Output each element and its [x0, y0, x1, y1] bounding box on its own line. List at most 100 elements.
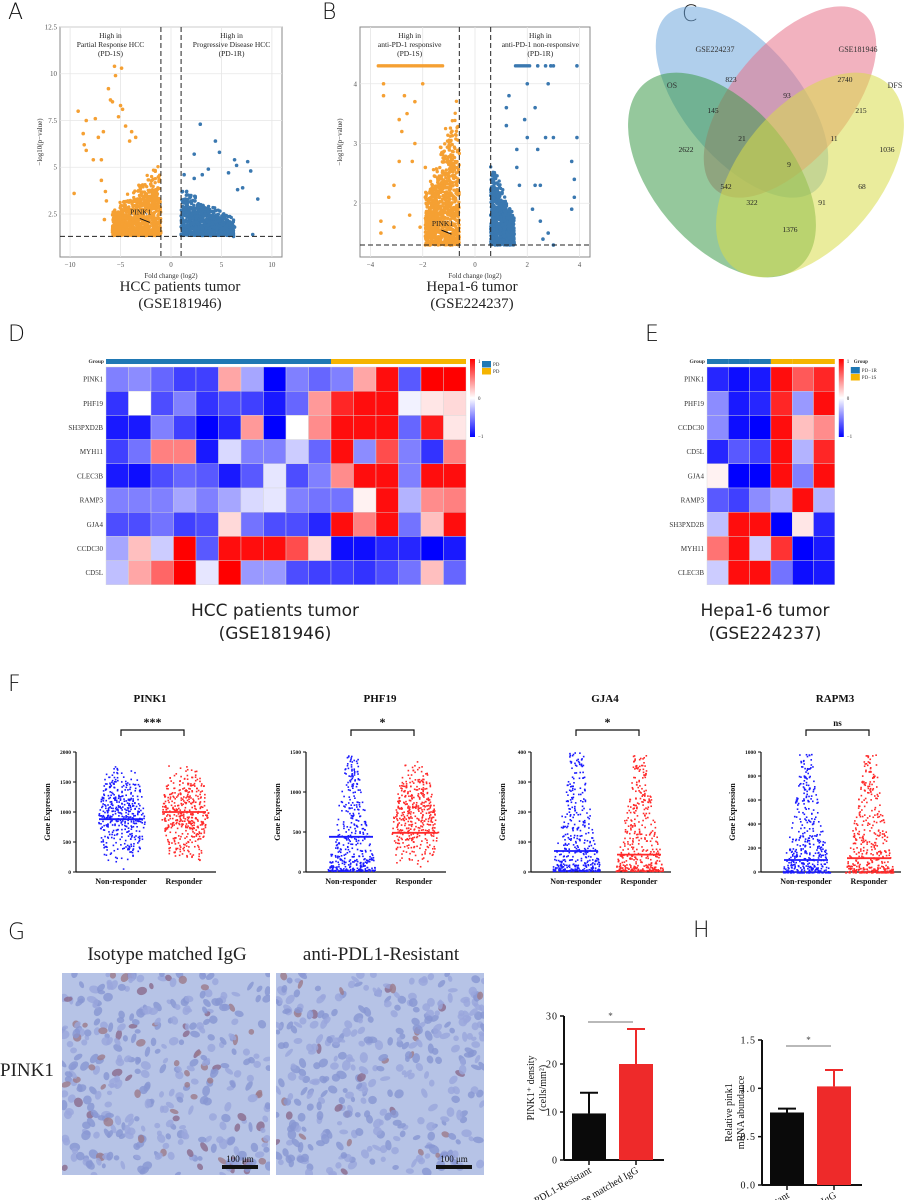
heatmap-cell	[263, 415, 287, 440]
data-point	[165, 820, 167, 822]
heatmap-cell	[263, 560, 287, 586]
data-point	[130, 828, 133, 831]
data-point	[198, 832, 201, 835]
data-point	[188, 822, 191, 824]
data-point	[510, 226, 514, 231]
data-point	[166, 807, 169, 810]
data-point	[194, 774, 197, 776]
data-point	[183, 849, 185, 852]
data-point	[109, 816, 112, 819]
data-point	[138, 846, 141, 849]
data-point	[495, 228, 499, 233]
colorbar-min-label: −1	[847, 435, 853, 440]
data-point	[157, 200, 161, 204]
data-point	[454, 226, 459, 230]
heatmap-cell	[195, 536, 219, 561]
data-point	[118, 815, 120, 817]
data-point	[179, 848, 181, 851]
data-point	[171, 842, 173, 844]
data-point	[172, 795, 175, 798]
data-point	[445, 224, 449, 228]
data-point	[379, 219, 383, 223]
data-point	[116, 771, 118, 774]
data-point	[424, 191, 429, 195]
data-point	[527, 64, 532, 68]
data-point	[188, 227, 192, 232]
data-point	[183, 809, 186, 812]
data-point	[191, 841, 193, 844]
data-point	[118, 812, 121, 814]
heatmap-cell	[749, 560, 772, 586]
data-point	[193, 211, 197, 215]
heatmap-cell	[218, 487, 242, 513]
data-point	[118, 795, 120, 798]
data-point	[176, 847, 179, 850]
data-point	[117, 820, 119, 822]
heatmap-cell	[791, 463, 814, 489]
data-point	[127, 810, 130, 813]
data-point	[117, 797, 120, 800]
data-point	[175, 815, 178, 817]
data-point	[130, 845, 133, 848]
data-point	[211, 205, 215, 210]
data-point	[190, 812, 192, 815]
data-point	[392, 183, 396, 188]
data-point	[444, 176, 448, 180]
heatmap-cell	[195, 366, 219, 392]
significance-marker: *	[380, 715, 386, 729]
data-point	[186, 790, 188, 792]
data-point	[122, 784, 125, 787]
data-point	[188, 800, 191, 803]
data-point	[198, 835, 201, 838]
data-point	[157, 186, 161, 191]
data-point	[450, 180, 455, 185]
volcano-a-caption-line1: HCC patients tumor	[119, 279, 241, 295]
data-point	[195, 817, 198, 820]
data-point	[171, 822, 174, 824]
data-point	[185, 842, 188, 845]
data-point	[121, 786, 123, 788]
data-point	[182, 798, 184, 801]
data-point	[497, 185, 502, 189]
data-point	[109, 783, 112, 786]
heatmap-row-label: GJA4	[688, 472, 705, 480]
heatmap-cell	[263, 439, 287, 464]
data-point	[167, 784, 170, 786]
data-point	[137, 850, 140, 853]
data-point	[216, 208, 220, 212]
data-point	[413, 141, 417, 146]
heatmap-cell	[770, 366, 793, 392]
data-point	[215, 232, 220, 237]
x-tick-label: −2	[419, 261, 427, 269]
data-point	[183, 778, 186, 780]
data-point	[142, 812, 144, 815]
data-point	[165, 815, 168, 817]
data-point	[109, 821, 112, 824]
heatmap-cell	[706, 511, 729, 537]
data-point	[195, 829, 197, 831]
data-point	[193, 784, 195, 786]
data-point	[201, 790, 204, 792]
data-point	[424, 227, 428, 231]
data-point	[168, 841, 171, 844]
data-point	[200, 852, 203, 854]
data-point	[454, 191, 458, 195]
data-point	[191, 822, 194, 825]
data-point	[448, 144, 452, 148]
data-point	[172, 807, 174, 810]
data-point	[140, 216, 145, 220]
data-point	[175, 773, 178, 775]
heatmap-cell	[285, 415, 309, 440]
data-point	[428, 179, 433, 184]
data-point	[186, 778, 189, 781]
data-point	[178, 807, 180, 810]
data-point	[129, 806, 132, 809]
data-point	[192, 831, 194, 833]
data-point	[116, 848, 119, 850]
panel-letter-g: G	[8, 920, 26, 945]
data-point	[99, 809, 102, 811]
data-point	[431, 167, 436, 172]
data-point	[143, 202, 148, 206]
group-label: Group	[89, 359, 105, 365]
data-point	[457, 218, 461, 222]
